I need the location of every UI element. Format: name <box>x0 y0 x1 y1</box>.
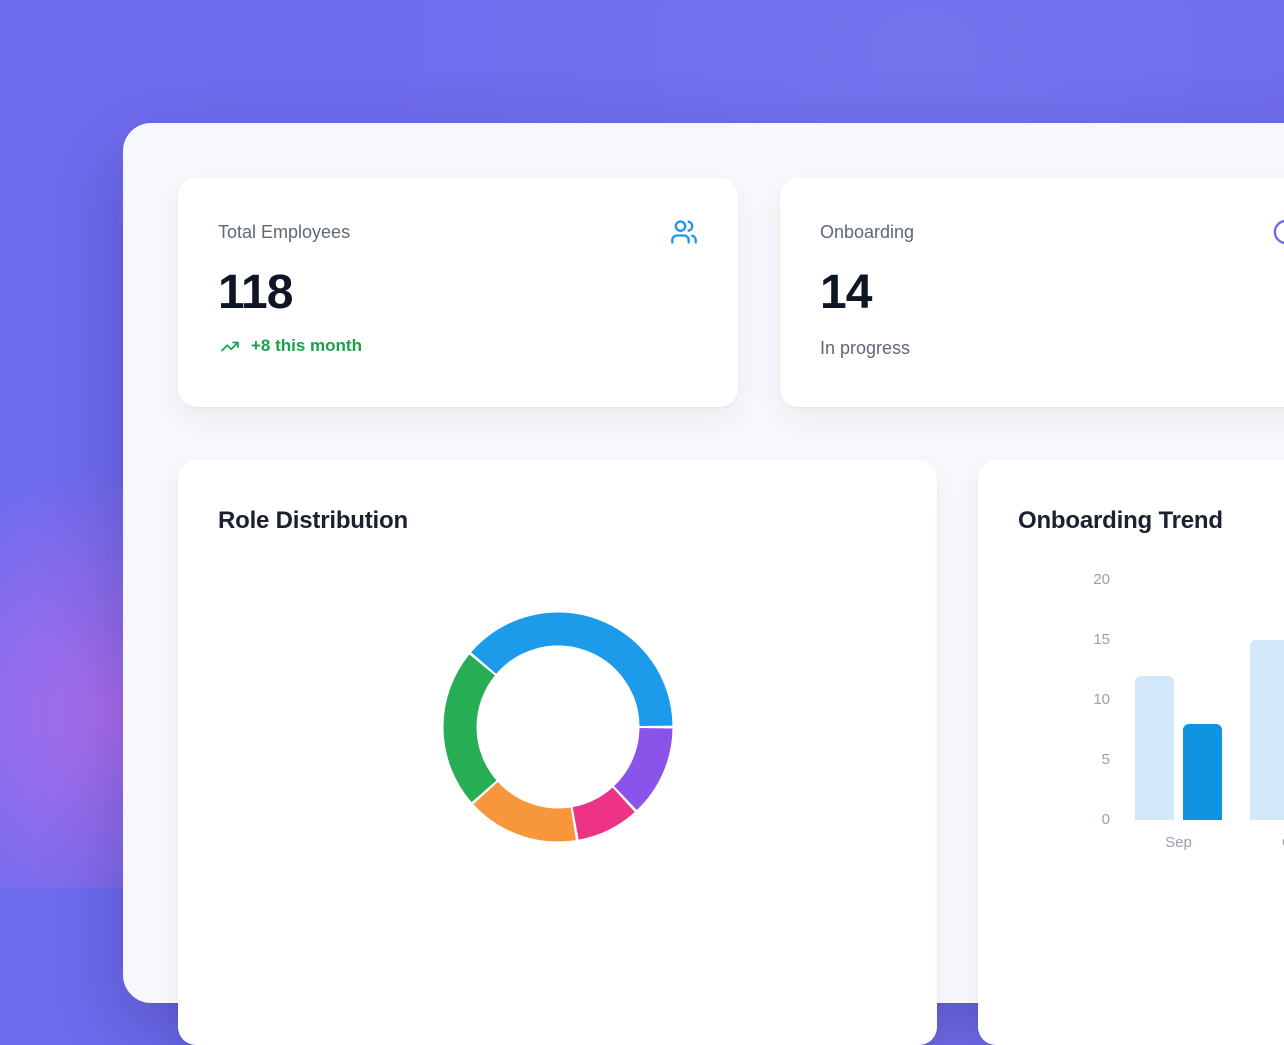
donut-chart-canvas <box>438 607 678 847</box>
trending-up-icon <box>218 337 242 356</box>
stat-trend: +8 this month <box>218 336 698 356</box>
onboarding-trend-chart: 20 15 10 5 0 Sep Oct <box>978 460 1284 1045</box>
onboarding-trend-card: Onboarding Trend 20151050SepOct <box>978 460 1284 1045</box>
stat-card-header: Onboarding <box>820 216 1284 246</box>
stat-value: 118 <box>218 268 698 318</box>
donut-segment-2[interactable] <box>575 800 623 824</box>
stat-label: Onboarding <box>820 220 914 244</box>
donut-segment-4[interactable] <box>459 665 483 791</box>
x-axis-label-oct: Oct <box>1254 833 1284 853</box>
y-axis-tick-15: 15 <box>1060 630 1110 650</box>
stat-trend-text: +8 this month <box>251 336 362 356</box>
stat-value: 14 <box>820 268 1284 318</box>
x-axis-label-sep: Sep <box>1139 833 1219 853</box>
content-panel: Total Employees 118 +8 this month <box>123 123 1284 1003</box>
y-axis-tick-5: 5 <box>1060 750 1110 770</box>
clock-icon <box>1272 218 1284 246</box>
stat-card-total-employees: Total Employees 118 +8 this month <box>178 178 738 407</box>
bar-oct-series-1[interactable] <box>1250 640 1284 820</box>
y-axis-tick-0: 0 <box>1060 810 1110 830</box>
card-title-role-distribution: Role Distribution <box>218 506 897 536</box>
stat-card-onboarding: Onboarding 14 In progress <box>780 178 1284 407</box>
donut-segment-0[interactable] <box>483 629 655 726</box>
role-distribution-card: Role Distribution <box>178 460 937 1045</box>
stat-card-header: Total Employees <box>218 216 698 246</box>
role-distribution-chart <box>438 607 678 847</box>
y-axis-tick-10: 10 <box>1060 690 1110 710</box>
donut-segment-1[interactable] <box>625 728 656 798</box>
donut-segment-3[interactable] <box>485 793 573 825</box>
stat-label: Total Employees <box>218 220 350 244</box>
page-background: { "page": { "background_color": "#6f6cee… <box>0 0 1284 888</box>
stat-subtitle: In progress <box>820 338 1284 359</box>
bar-sep-series-2[interactable] <box>1183 724 1222 820</box>
bar-sep-series-1[interactable] <box>1135 676 1174 820</box>
y-axis-tick-20: 20 <box>1060 570 1110 590</box>
users-icon <box>670 218 698 246</box>
